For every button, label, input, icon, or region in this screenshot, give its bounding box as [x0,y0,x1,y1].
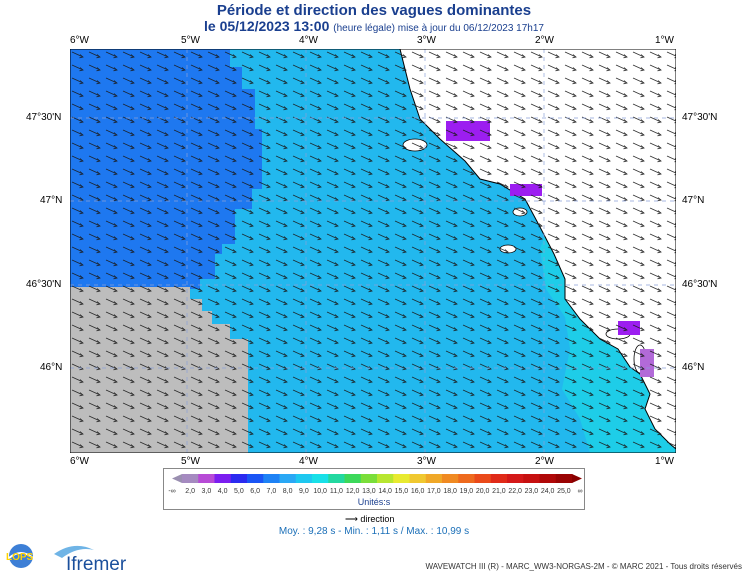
lat-tick-right: 46°30'N [682,279,718,290]
legend-swatch [393,474,410,483]
lon-tick-bottom: 4°W [299,456,318,467]
legend-swatch [474,474,492,483]
legend-label: 8,0 [282,488,293,495]
legend-label: 7,0 [266,488,277,495]
wave-map [70,49,676,453]
legend-swatch [442,474,459,483]
lat-tick-left: 47°N [40,195,63,206]
legend-swatch [555,474,573,483]
lat-tick-right: 47°N [682,195,705,206]
update-note: (heure légale) mise à jour du 06/12/2023… [333,23,544,34]
map-title: Période et direction des vagues dominant… [216,2,532,19]
legend-label: 14,0 [378,488,392,495]
legend-swatch [523,474,540,483]
legend-label: 13,0 [362,488,376,495]
lon-tick-top: 4°W [299,35,318,46]
lon-tick-bottom: 1°W [655,456,674,467]
lat-lon-grid [70,49,676,453]
legend-label: 17,0 [427,488,441,495]
legend-label: 3,0 [201,488,212,495]
legend-swatch [295,474,313,483]
lon-tick-top: 1°W [655,35,674,46]
lon-tick-bottom: 3°W [417,456,436,467]
legend-swatch [539,474,557,483]
lat-tick-right: 47°30'N [682,112,718,123]
legend-swatch [230,474,248,483]
legend-swatch [490,474,508,483]
legend-swatch [247,474,264,483]
lops-logo: LOPS [3,540,45,575]
lon-tick-bottom: 2°W [535,456,554,467]
legend-swatch [507,474,524,483]
legend-label: 24,0 [540,488,555,495]
legend-swatch [263,474,280,483]
map-subtitle: le 05/12/2023 13:00 (heure légale) mise … [0,18,748,34]
svg-text:Ifremer: Ifremer [66,554,127,574]
color-legend: -∞ 2,0 3,0 4,0 5,0 6,0 7,0 8,0 9,0 10,0 11,0 12,0 13… [163,468,585,510]
legend-swatch [425,474,443,483]
ifremer-logo: Ifremer [48,540,148,579]
legend-label: ∞ [577,488,583,495]
legend-label: 4,0 [217,488,228,495]
stats-line: Moy. : 9,28 s - Min. : 1,11 s / Max. : 1… [278,526,470,537]
legend-right-arrow [572,474,582,483]
legend-swatch [312,474,329,483]
legend-label: 21,0 [492,488,506,495]
legend-label: 18,0 [443,488,457,495]
legend-swatch [214,474,232,483]
legend-label: 5,0 [234,488,244,495]
legend-unit: Unités:s [357,497,391,507]
legend-swatch [344,474,362,483]
legend-swatch [198,474,215,483]
lat-tick-left: 47°30'N [26,112,62,123]
direction-legend: ⟶ direction [345,514,394,525]
legend-label: 25,0 [557,488,571,495]
direction-arrows [70,49,676,453]
lon-tick-bottom: 5°W [181,456,200,467]
legend-label: 20,0 [475,488,490,495]
legend-swatch [328,474,345,483]
lon-tick-top: 5°W [181,35,200,46]
legend-colorbar [172,474,582,483]
arrow-icon: ⟶ [345,514,358,524]
forecast-datetime: le 05/12/2023 13:00 [204,18,330,34]
legend-label: 19,0 [459,488,474,495]
legend-label: 6,0 [250,488,260,495]
legend-label: 22,0 [508,488,522,495]
legend-label: 23,0 [524,488,539,495]
legend-label: 2,0 [185,488,195,495]
legend-label: 10,0 [313,488,327,495]
direction-label: direction [360,514,395,524]
svg-text:LOPS: LOPS [6,552,34,563]
legend-swatch [458,474,475,483]
legend-label: 12,0 [345,488,360,495]
legend-swatch [360,474,378,483]
legend-swatch [182,474,199,483]
lat-tick-left: 46°N [40,362,63,373]
lon-tick-top: 3°W [417,35,436,46]
legend-label: 15,0 [394,488,409,495]
lat-tick-right: 46°N [682,362,705,373]
lon-tick-top: 6°W [70,35,89,46]
legend-label: 16,0 [410,488,425,495]
legend-label: -∞ [168,488,176,495]
legend-left-arrow [172,474,182,483]
legend-swatch [377,474,394,483]
lon-tick-bottom: 6°W [70,456,89,467]
lat-tick-left: 46°30'N [26,279,62,290]
credit-note: WAVEWATCH III (R) - MARC_WW3-NORGAS-2M -… [425,562,742,571]
legend-label: 9,0 [299,488,309,495]
legend-label: 11,0 [329,488,343,495]
lon-tick-top: 2°W [535,35,554,46]
legend-swatch [279,474,297,483]
legend-swatch [409,474,427,483]
